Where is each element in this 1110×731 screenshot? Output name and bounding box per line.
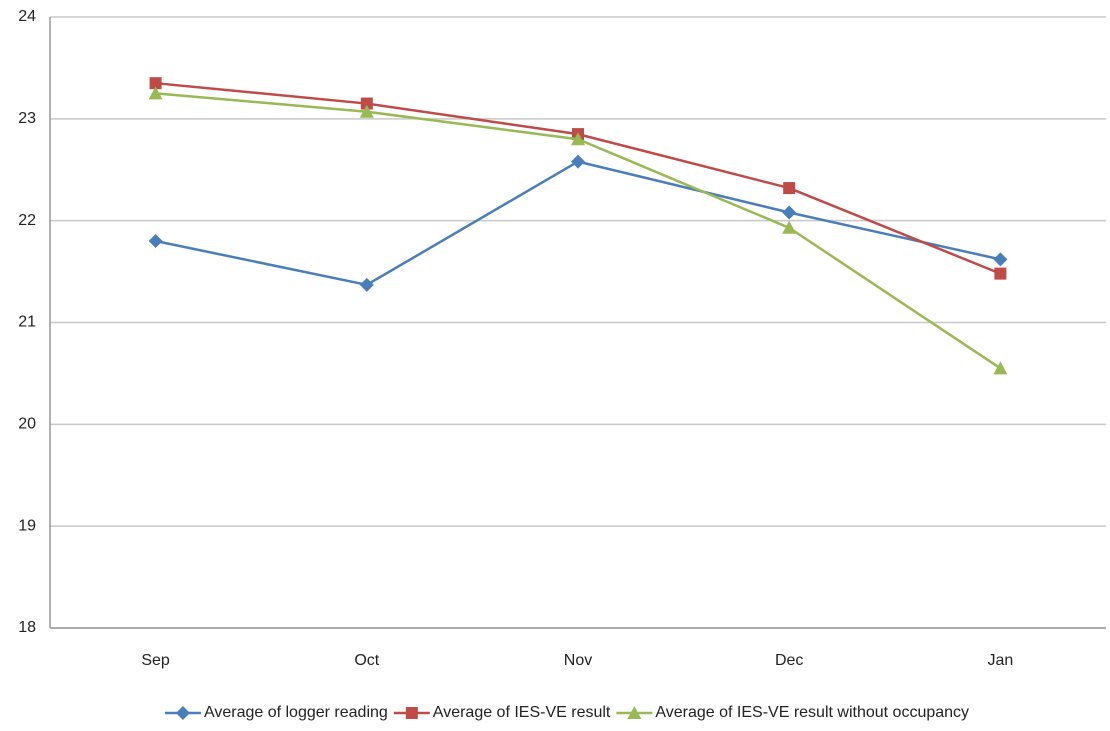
y-tick-label: 18 (18, 619, 36, 636)
marker (571, 132, 585, 146)
x-tick-label: Jan (988, 652, 1014, 669)
marker (149, 77, 162, 90)
marker (359, 277, 374, 292)
y-tick-label: 19 (18, 517, 36, 534)
marker (360, 97, 373, 110)
marker (627, 706, 642, 719)
marker (405, 707, 418, 719)
marker (782, 220, 797, 234)
legend-label: Average of IES-VE result without occupan… (655, 704, 969, 721)
y-tick-label: 24 (18, 8, 36, 25)
y-tick-label: 21 (18, 314, 36, 331)
x-tick-label: Dec (775, 652, 803, 669)
legend-label: Average of logger reading (204, 704, 388, 721)
x-tick-label: Sep (141, 652, 170, 669)
marker (175, 706, 190, 720)
marker (783, 182, 796, 195)
legend-label: Average of IES-VE result (433, 704, 611, 721)
marker (148, 86, 163, 100)
marker (994, 267, 1007, 280)
marker (148, 234, 163, 249)
marker (782, 205, 797, 220)
y-tick-label: 22 (18, 212, 36, 229)
legend: Average of logger reading Average of IES-… (164, 704, 969, 721)
x-tick-label: Oct (354, 652, 379, 669)
marker (993, 361, 1008, 375)
marker (993, 252, 1008, 267)
marker (359, 104, 374, 118)
series-line (155, 81, 1001, 275)
marker (571, 154, 585, 169)
x-tick-label: Nov (564, 652, 592, 669)
y-tick-label: 20 (18, 416, 36, 433)
y-tick-label: 23 (18, 110, 36, 127)
